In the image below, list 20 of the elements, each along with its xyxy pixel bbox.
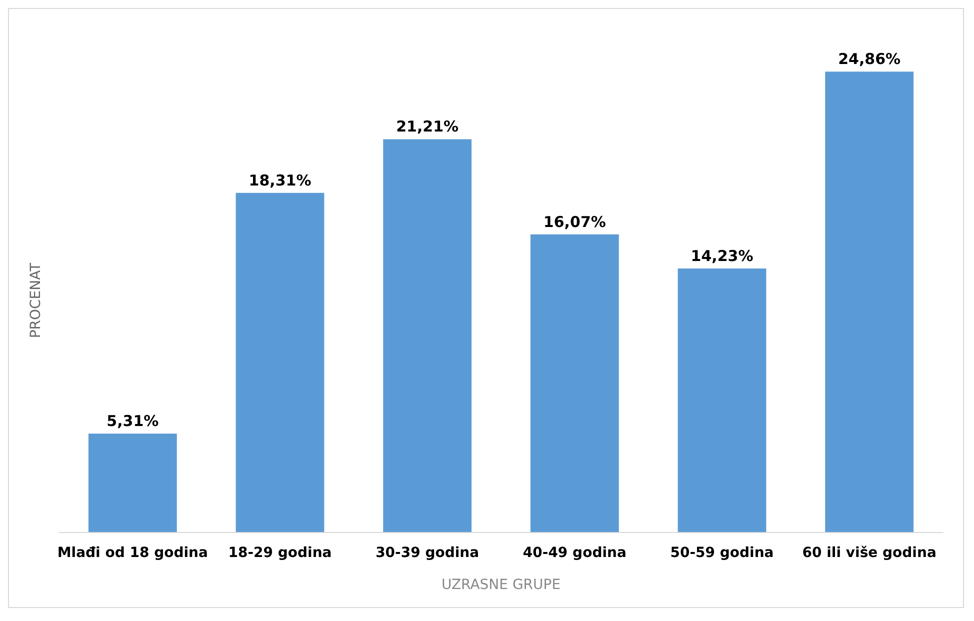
data-label: 18,31%: [248, 171, 312, 190]
x-tick-label: Mlađi od 18 godina: [57, 545, 208, 561]
x-tick-label: 30-39 godina: [376, 545, 480, 561]
x-tick-label: 18-29 godina: [228, 545, 332, 561]
bar: [383, 139, 472, 532]
x-tick-label: 60 ili više godina: [802, 545, 936, 561]
x-tick-label: 50-59 godina: [670, 545, 774, 561]
data-label: 16,07%: [543, 212, 606, 231]
x-axis-title: UZRASNE GRUPE: [441, 577, 561, 593]
bar: [825, 72, 914, 532]
data-label: 14,23%: [690, 246, 754, 265]
data-label: 24,86%: [838, 50, 901, 68]
x-tick-label: 40-49 godina: [522, 545, 626, 561]
data-label: 5,31%: [106, 412, 159, 430]
bar: [678, 268, 766, 532]
bar: [236, 192, 324, 532]
bar: [530, 234, 619, 532]
y-axis-title: PROCENAT: [28, 262, 44, 338]
data-label: 21,21%: [396, 118, 459, 136]
bar: [88, 434, 177, 532]
